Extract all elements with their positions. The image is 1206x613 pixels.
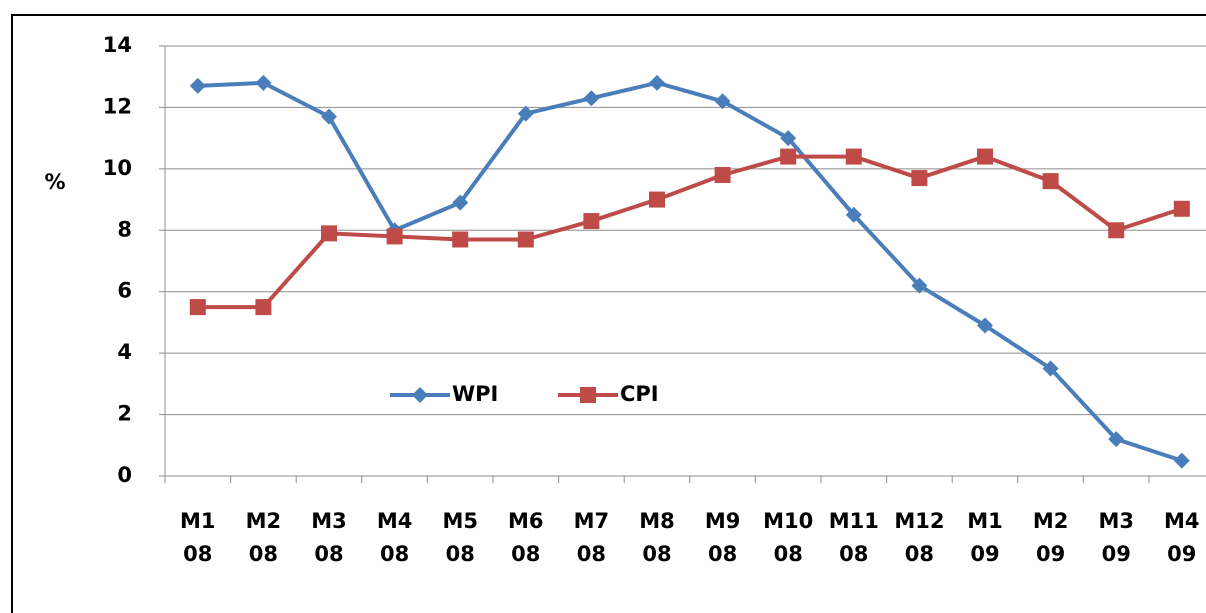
point <box>452 194 469 211</box>
x-tick-label: M1 <box>967 509 1003 533</box>
point <box>517 105 534 122</box>
point <box>1042 360 1059 377</box>
x-tick-label: 08 <box>314 542 343 566</box>
point <box>321 108 337 125</box>
x-tick-label: M7 <box>574 509 610 533</box>
x-tick-label: M4 <box>1164 509 1200 533</box>
chart-frame <box>11 14 1206 613</box>
point <box>845 148 862 165</box>
point <box>649 191 665 208</box>
x-tick-label: 09 <box>970 542 999 566</box>
x-tick-label: M3 <box>311 509 347 533</box>
x-tick-label: M10 <box>763 509 813 533</box>
x-tick-label: 08 <box>511 542 540 566</box>
x-tick-label: M8 <box>639 509 675 533</box>
legend-marker <box>580 387 596 403</box>
x-tick-label: 08 <box>774 542 803 566</box>
x-tick-label: M2 <box>1033 509 1069 533</box>
x-tick-label: 08 <box>905 542 934 566</box>
point <box>977 148 993 165</box>
x-tick-label: 08 <box>183 542 212 566</box>
legend-label: CPI <box>620 382 659 406</box>
point <box>649 74 665 91</box>
x-tick-label: M9 <box>705 509 741 533</box>
x-tick-label: 08 <box>249 542 278 566</box>
legend-marker <box>412 387 428 403</box>
y-tick-label: 2 <box>117 402 132 426</box>
point <box>845 206 862 223</box>
x-tick-label: 09 <box>1102 542 1131 566</box>
point <box>189 299 206 316</box>
y-axis-label: % <box>44 170 65 194</box>
y-tick-label: 8 <box>117 217 132 241</box>
y-tick-label: 4 <box>117 340 132 364</box>
point <box>1108 431 1125 448</box>
line <box>197 80 1183 463</box>
x-tick-label: 09 <box>1036 542 1065 566</box>
x-tick-label: M2 <box>246 509 282 533</box>
point <box>780 130 797 147</box>
point <box>386 228 403 245</box>
x-tick-label: M1 <box>180 509 216 533</box>
x-tick-label: M5 <box>442 509 478 533</box>
point <box>714 167 731 183</box>
point <box>583 90 600 107</box>
point <box>977 317 993 334</box>
point <box>1108 222 1125 239</box>
x-tick-label: 08 <box>708 542 737 566</box>
point <box>321 225 337 242</box>
point <box>1173 200 1190 217</box>
x-tick-label: 08 <box>839 542 868 566</box>
point <box>714 93 731 110</box>
point <box>255 74 272 91</box>
point <box>583 213 600 230</box>
y-tick-label: 10 <box>103 156 132 180</box>
point <box>911 170 928 187</box>
y-tick-label: 12 <box>103 94 132 118</box>
y-tick-label: 14 <box>103 33 132 57</box>
x-tick-label: M11 <box>829 509 879 533</box>
line <box>197 154 1183 310</box>
x-tick-label: 08 <box>380 542 409 566</box>
x-tick-label: 08 <box>577 542 606 566</box>
point <box>517 231 534 248</box>
y-tick-label: 6 <box>117 279 132 303</box>
point <box>452 231 469 248</box>
x-tick-label: 08 <box>642 542 671 566</box>
point <box>1173 452 1190 469</box>
y-tick-label: 0 <box>117 463 132 487</box>
point <box>255 299 272 316</box>
x-tick-label: 09 <box>1167 542 1196 566</box>
x-tick-label: M3 <box>1098 509 1134 533</box>
x-tick-label: M12 <box>894 509 944 533</box>
point <box>911 277 928 294</box>
x-tick-label: M4 <box>377 509 413 533</box>
point <box>1042 173 1059 190</box>
x-tick-label: 08 <box>446 542 475 566</box>
x-tick-label: M6 <box>508 509 544 533</box>
legend-label: WPI <box>452 382 498 406</box>
point <box>780 148 797 165</box>
point <box>189 77 206 94</box>
